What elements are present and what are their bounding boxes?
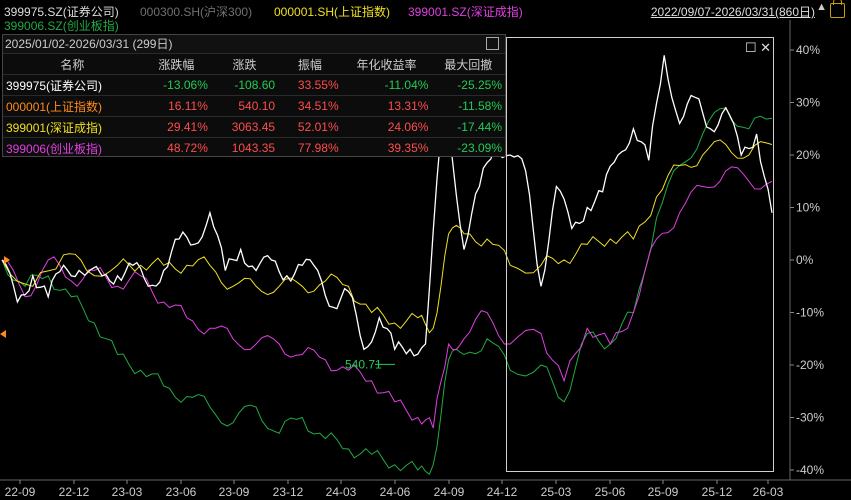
x-tick-label: 23-12: [273, 485, 304, 499]
stats-value: 39.35%: [341, 137, 432, 158]
maximize-icon[interactable]: ☐: [744, 40, 757, 55]
y-tick-label: 0%: [796, 253, 814, 267]
stats-value: 13.31%: [341, 95, 432, 117]
x-tick-label: 22-09: [5, 485, 36, 499]
x-tick-label: 25-12: [702, 485, 733, 499]
stats-value: 1043.35: [210, 137, 279, 158]
stats-name: 000001(上证指数): [3, 95, 142, 117]
x-tick-label: 24-03: [326, 485, 357, 499]
stats-header[interactable]: 最大回撤: [431, 53, 505, 75]
x-tick-label: 23-06: [166, 485, 197, 499]
stats-value: -108.60: [210, 74, 279, 96]
y-tick-label: -20%: [796, 358, 824, 372]
series-line: [1, 166, 773, 429]
stats-row[interactable]: 399006(创业板指) 48.72% 1043.35 77.98% 39.35% -23…: [3, 137, 505, 158]
stats-name: 399975(证券公司): [3, 74, 142, 96]
y-tick-label: 10%: [796, 201, 820, 215]
stats-value: -11.58%: [431, 95, 505, 117]
stats-header[interactable]: 涨跌: [210, 53, 279, 75]
chevron-up-icon[interactable]: ▲: [816, 1, 827, 13]
x-tick-label: 23-03: [112, 485, 143, 499]
x-tick-label: 25-06: [595, 485, 626, 499]
stats-header[interactable]: 涨跌幅: [141, 53, 211, 75]
cursor-marker: [0, 330, 6, 338]
legend-item-securities[interactable]: 399975.SZ(证券公司): [4, 5, 119, 19]
stats-row[interactable]: 399001(深证成指) 29.41% 3063.45 52.01% 24.06% -17…: [3, 116, 505, 138]
stats-value: 540.10: [210, 95, 279, 117]
stats-value: 29.41%: [141, 116, 211, 138]
legend-item-csi300[interactable]: 000300.SH(沪深300): [140, 5, 253, 19]
stats-value: 24.06%: [341, 116, 432, 138]
stats-name: 399006(创业板指): [3, 137, 142, 158]
x-tick-label: 26-03: [753, 485, 784, 499]
min-value-annotation: 540.71: [345, 357, 382, 371]
stats-name: 399001(深证成指): [3, 116, 142, 138]
stats-value: 3063.45: [210, 116, 279, 138]
stats-value: -11.04%: [341, 74, 432, 96]
stats-value: -13.06%: [141, 74, 211, 96]
stats-value: -25.25%: [431, 74, 505, 96]
series-line: [1, 139, 773, 334]
series-line: [1, 55, 773, 357]
legend-item-shanghai[interactable]: 000001.SH(上证指数): [274, 5, 391, 19]
x-tick-label: 23-09: [219, 485, 250, 499]
date-range[interactable]: 2022/09/07-2026/03/31(860日): [650, 5, 815, 19]
y-tick-label: -40%: [796, 463, 824, 477]
series-line: [1, 107, 773, 475]
stats-value: -23.09%: [431, 137, 505, 158]
interval-stats-panel: 2025/01/02-2026/03/31 (299日) 名称 涨跌幅 涨跌 振幅 年化…: [2, 34, 506, 158]
legend-item-chinext[interactable]: 399006.SZ(创业板指): [4, 19, 119, 33]
legend-bar: 399975.SZ(证券公司) 000300.SH(沪深300) 000001.…: [0, 0, 851, 34]
close-icon[interactable]: ✕: [760, 40, 771, 55]
legend-item-shenzhen[interactable]: 399001.SZ(深证成指): [408, 5, 523, 19]
restore-icon[interactable]: [486, 37, 499, 50]
y-tick-label: 20%: [796, 148, 820, 162]
stats-row[interactable]: 000001(上证指数) 16.11% 540.10 34.51% 13.31% -11.…: [3, 95, 505, 117]
x-tick-label: 24-06: [380, 485, 411, 499]
y-tick-label: 40%: [796, 43, 820, 57]
stats-header[interactable]: 年化收益率: [341, 53, 432, 75]
x-tick-label: 24-12: [487, 485, 518, 499]
stats-value: -17.44%: [431, 116, 505, 138]
y-tick-label: 30%: [796, 96, 820, 110]
stats-value: 34.51%: [278, 95, 342, 117]
x-tick-label: 22-12: [59, 485, 90, 499]
y-tick-label: -10%: [796, 306, 824, 320]
x-tick-label: 24-09: [434, 485, 465, 499]
start-marker: [4, 256, 10, 264]
stats-title: 2025/01/02-2026/03/31 (299日): [5, 37, 173, 51]
stats-header[interactable]: 振幅: [278, 53, 342, 75]
stats-value: 33.55%: [278, 74, 342, 96]
stats-value: 52.01%: [278, 116, 342, 138]
stats-table: 名称 涨跌幅 涨跌 振幅 年化收益率 最大回撤 399975(证券公司) -13.06% -1…: [3, 53, 505, 158]
lock-icon[interactable]: [830, 0, 845, 18]
stats-value: 77.98%: [278, 137, 342, 158]
x-tick-label: 25-09: [648, 485, 679, 499]
stats-row[interactable]: 399975(证券公司) -13.06% -108.60 33.55% -11.04% -…: [3, 74, 505, 96]
stats-value: 48.72%: [141, 137, 211, 158]
x-tick-label: 25-03: [541, 485, 572, 499]
y-tick-label: -30%: [796, 411, 824, 425]
selection-box[interactable]: ☐ ✕: [506, 37, 774, 472]
stats-header[interactable]: 名称: [3, 53, 142, 75]
stats-value: 16.11%: [141, 95, 211, 117]
